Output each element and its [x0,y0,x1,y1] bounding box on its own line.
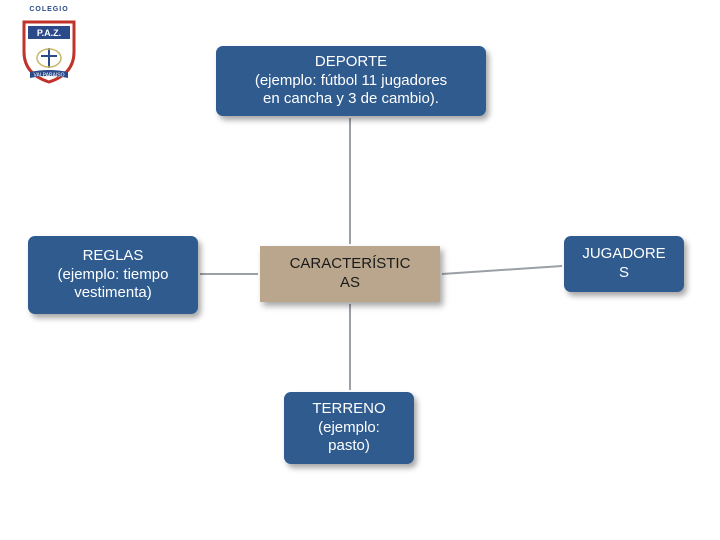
edge-center-right [442,266,562,274]
svg-text:P.A.Z.: P.A.Z. [37,28,61,38]
shield-icon: P.A.Z. VALPARAISO [22,18,76,84]
school-logo: COLEGIO P.A.Z. VALPARAISO [14,6,84,86]
svg-text:VALPARAISO: VALPARAISO [34,73,65,79]
node-deporte: DEPORTE(ejemplo: fútbol 11 jugadoresen c… [216,46,486,116]
logo-top-text: COLEGIO [14,6,84,13]
node-deporte-label: DEPORTE(ejemplo: fútbol 11 jugadoresen c… [255,53,447,109]
node-reglas: REGLAS(ejemplo: tiempovestimenta) [28,236,198,314]
node-terreno-label: TERRENO(ejemplo:pasto) [312,400,385,456]
node-jugadores-label: JUGADORES [582,245,665,283]
node-jugadores: JUGADORES [564,236,684,292]
node-caracteristicas: CARACTERÍSTICAS [260,246,440,302]
node-reglas-label: REGLAS(ejemplo: tiempovestimenta) [58,247,169,303]
node-caracteristicas-label: CARACTERÍSTICAS [290,255,411,293]
node-terreno: TERRENO(ejemplo:pasto) [284,392,414,464]
